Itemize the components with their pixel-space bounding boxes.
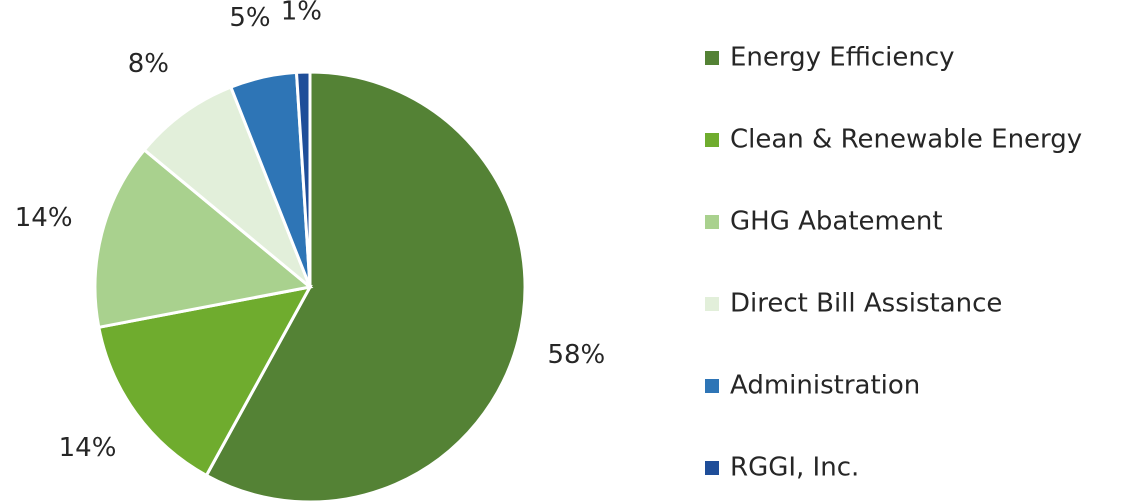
data-label: 8% xyxy=(128,49,169,79)
legend-label: Energy Efficiency xyxy=(730,43,955,73)
pie-slice xyxy=(142,85,312,289)
data-label: 14% xyxy=(15,203,73,233)
data-label: 1% xyxy=(281,0,322,27)
legend-label: Direct Bill Assistance xyxy=(730,289,1002,319)
legend-label: Clean & Renewable Energy xyxy=(730,125,1082,155)
data-label: 58% xyxy=(547,340,605,370)
legend-label: RGGI, Inc. xyxy=(730,453,859,483)
legend-label: GHG Abatement xyxy=(730,207,943,237)
legend-swatch xyxy=(705,133,719,147)
legend-swatch xyxy=(705,297,719,311)
legend-swatch xyxy=(705,379,719,393)
legend-label: Administration xyxy=(730,371,920,401)
data-label: 14% xyxy=(59,433,117,463)
pie-slice xyxy=(97,284,313,478)
data-label: 5% xyxy=(229,3,270,33)
legend-swatch xyxy=(705,461,719,475)
legend-swatch xyxy=(705,51,719,65)
legend-swatch xyxy=(705,215,719,229)
pie-slice xyxy=(294,70,312,288)
pie-slice xyxy=(93,147,314,330)
